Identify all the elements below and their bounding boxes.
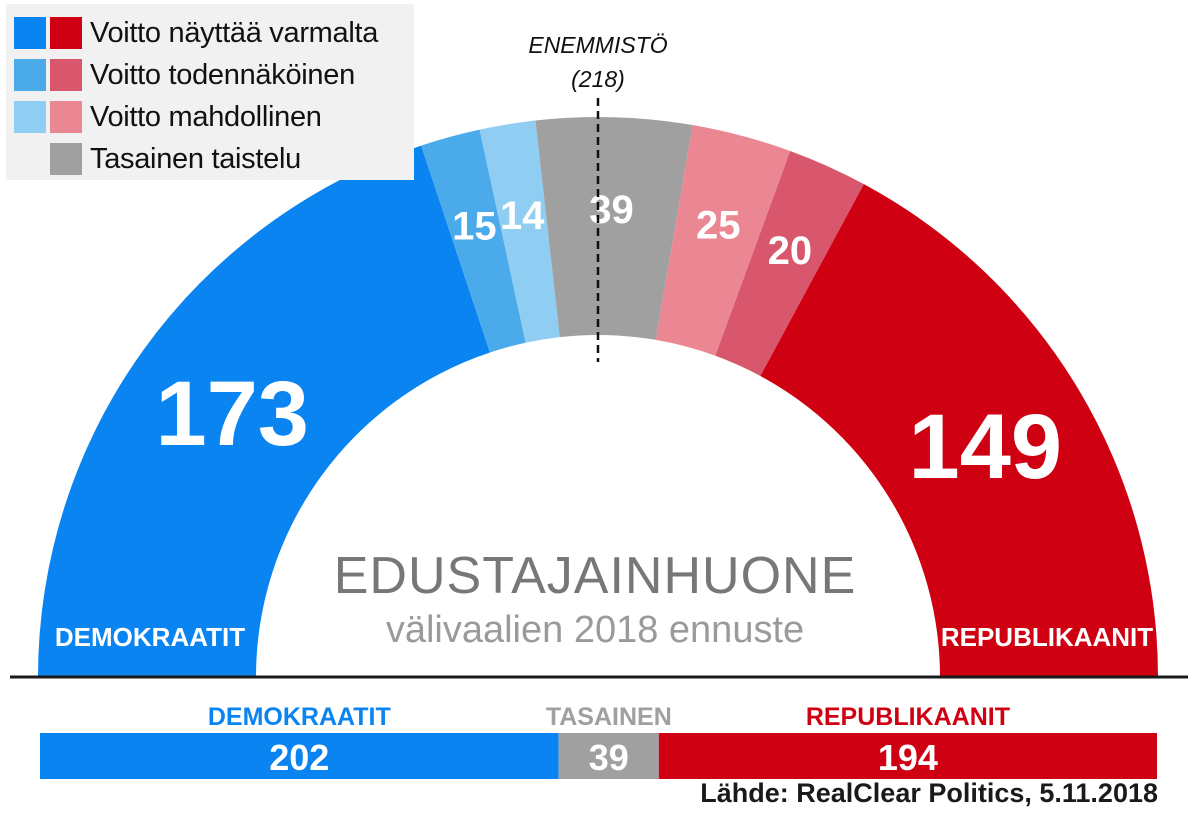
totals-value-1: 39 bbox=[589, 737, 629, 778]
arc-value-label-5: 20 bbox=[768, 229, 813, 273]
legend-swatch-blue bbox=[14, 101, 46, 133]
arc-segment-2 bbox=[479, 120, 560, 343]
legend-swatch-red bbox=[50, 59, 82, 91]
arc-segment-5 bbox=[715, 151, 864, 377]
legend-item-todennakoinen: Voitto todennäköinen bbox=[14, 55, 355, 95]
chart-subtitle: välivaalien 2018 ennuste bbox=[386, 609, 804, 651]
arc-value-label-2: 14 bbox=[500, 194, 545, 238]
legend-swatch-red bbox=[50, 101, 82, 133]
totals-bar-segment-2 bbox=[658, 733, 1157, 779]
legend-label: Voitto mahdollinen bbox=[90, 100, 322, 133]
totals-label-2: REPUBLIKAANIT bbox=[806, 703, 1010, 731]
arc-segment-0 bbox=[38, 145, 490, 677]
totals-value-2: 194 bbox=[878, 737, 938, 778]
totals-bar bbox=[40, 733, 1157, 779]
legend: Voitto näyttää varmalta Voitto todennäkö… bbox=[6, 4, 414, 180]
right-party-label: REPUBLIKAANIT bbox=[941, 622, 1153, 652]
legend-swatch-gray bbox=[50, 143, 82, 175]
legend-swatch-red bbox=[50, 17, 82, 49]
arc-value-label-1: 15 bbox=[452, 205, 497, 249]
legend-swatch-blue bbox=[14, 59, 46, 91]
totals-bar-segment-1 bbox=[558, 733, 659, 779]
arc-value-label-0: 173 bbox=[155, 363, 309, 465]
arc-segment-3 bbox=[535, 116, 693, 340]
arc-segment-4 bbox=[655, 125, 791, 356]
chart-title: EDUSTAJAINHUONE bbox=[334, 547, 857, 605]
totals-label-1: TASAINEN bbox=[546, 703, 672, 731]
arc-segment-1 bbox=[421, 129, 526, 353]
arc-segment-6 bbox=[760, 184, 1158, 677]
majority-value-label: (218) bbox=[571, 66, 625, 92]
segment-value-labels: 173 15 14 39 25 20 149 bbox=[155, 188, 1062, 498]
majority-label: ENEMMISTÖ bbox=[528, 32, 667, 58]
legend-label: Voitto todennäköinen bbox=[90, 58, 355, 91]
legend-label: Tasainen taistelu bbox=[90, 142, 301, 175]
semicircle-segments bbox=[38, 116, 1158, 677]
totals-label-0: DEMOKRAATIT bbox=[208, 703, 391, 731]
arc-value-label-3: 39 bbox=[589, 188, 634, 232]
source-note: Lähde: RealClear Politics, 5.11.2018 bbox=[700, 778, 1158, 808]
totals-value-0: 202 bbox=[269, 737, 329, 778]
arc-value-label-6: 149 bbox=[909, 396, 1063, 498]
legend-item-tasainen: Tasainen taistelu bbox=[50, 139, 301, 179]
left-party-label: DEMOKRAATIT bbox=[55, 622, 245, 652]
totals-bar-labels: 202 DEMOKRAATIT 39 TASAINEN 194 REPUBLIKAANIT bbox=[208, 703, 1010, 778]
legend-item-mahdollinen: Voitto mahdollinen bbox=[14, 97, 322, 137]
legend-swatch-blue bbox=[14, 17, 46, 49]
legend-label: Voitto näyttää varmalta bbox=[90, 16, 379, 49]
legend-item-varma: Voitto näyttää varmalta bbox=[14, 13, 378, 53]
arc-value-label-4: 25 bbox=[696, 204, 741, 248]
totals-bar-segment-0 bbox=[40, 733, 559, 779]
